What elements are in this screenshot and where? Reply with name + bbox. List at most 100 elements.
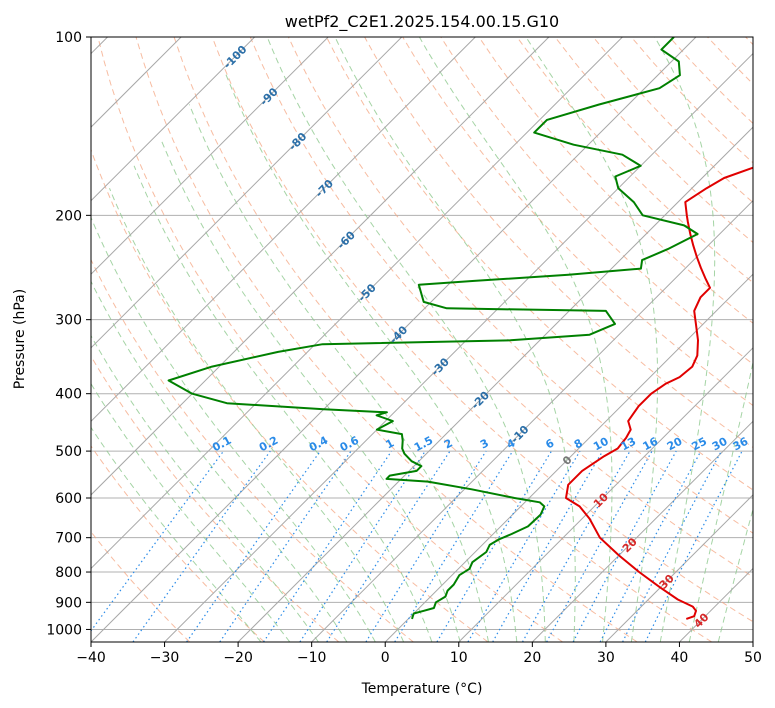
dry-adiabat bbox=[287, 37, 753, 534]
isotherm-line bbox=[679, 567, 753, 642]
dry-adiabat bbox=[91, 355, 340, 642]
x-tick-label: 10 bbox=[450, 650, 468, 666]
isotherm-line bbox=[91, 37, 403, 349]
dry-adiabat bbox=[135, 37, 638, 642]
moist-adiabat bbox=[525, 37, 659, 642]
x-tick-label: 30 bbox=[597, 650, 615, 666]
isotherm-line bbox=[458, 347, 753, 642]
isotherm-line bbox=[752, 641, 753, 642]
chart-title: wetPf2_C2E1.2025.154.00.15.G10 bbox=[285, 12, 559, 32]
mixing-ratio-label: 25 bbox=[689, 435, 709, 454]
moist-adiabat bbox=[266, 37, 546, 642]
mixing-ratio-label: 6 bbox=[543, 436, 556, 451]
x-tick-label: −10 bbox=[297, 650, 327, 666]
isotherm-label: -20 bbox=[469, 389, 492, 412]
mixing-ratio-line bbox=[326, 450, 451, 642]
moist-adiabat bbox=[91, 382, 291, 642]
moist-adiabat bbox=[109, 188, 405, 642]
x-tick-label: −40 bbox=[76, 650, 106, 666]
x-axis-label: Temperature (°C) bbox=[361, 681, 483, 697]
x-tick-label: 20 bbox=[523, 650, 541, 666]
dry-adiabat bbox=[173, 37, 713, 642]
mixing-ratio-line bbox=[572, 450, 677, 642]
moist-adiabat bbox=[688, 360, 753, 642]
mixing-ratio-line bbox=[467, 450, 581, 642]
mixing-ratio-line bbox=[299, 450, 426, 642]
in-plot-labels: 0.1 0.2 0.4 0.6 1 1.5 2 3 4 6 8 10 13 16 20 25 30 36-100-… bbox=[210, 43, 750, 631]
isotherm-label: -100 bbox=[221, 43, 250, 72]
dry-adiabat bbox=[91, 258, 414, 642]
moist-adiabat bbox=[717, 507, 753, 642]
mixing-ratio-line bbox=[394, 450, 514, 642]
mixing-ratio-label: 2 bbox=[442, 436, 455, 451]
mixing-ratio-line bbox=[365, 450, 487, 642]
mixing-ratio-line bbox=[91, 450, 224, 632]
y-tick-label: 100 bbox=[55, 30, 82, 46]
mixing-ratio-label: 10 bbox=[591, 435, 611, 454]
mixing-ratio-lines bbox=[91, 450, 743, 642]
dry-adiabats bbox=[91, 37, 753, 642]
isotherm-line bbox=[237, 126, 753, 642]
isotherm-label: -30 bbox=[429, 355, 452, 378]
y-tick-label: 700 bbox=[55, 531, 82, 547]
dry-adiabat bbox=[97, 37, 563, 642]
mixing-ratio-label: 13 bbox=[619, 435, 639, 454]
axis-ticks: −40 −30 −20 −10 0 10 20 30 40 50 100 200 300 400 500 60… bbox=[46, 30, 762, 666]
moist-adiabat bbox=[654, 37, 716, 642]
isotherm-line bbox=[91, 37, 550, 496]
temperature-profile bbox=[565, 166, 753, 620]
x-tick-label: −20 bbox=[223, 650, 253, 666]
y-tick-label: 400 bbox=[55, 387, 82, 403]
dry-adiabat bbox=[91, 445, 265, 642]
isotherm-label: -80 bbox=[286, 130, 309, 153]
x-tick-label: 40 bbox=[671, 650, 689, 666]
isotherm-line bbox=[531, 420, 753, 642]
x-tick-label: −30 bbox=[150, 650, 180, 666]
isotherm-line bbox=[91, 37, 623, 570]
isotherm-line bbox=[91, 37, 697, 642]
mixing-ratio-label: 3 bbox=[478, 436, 491, 451]
mixing-ratio-line bbox=[262, 450, 392, 642]
isotherm-line bbox=[91, 37, 256, 202]
moist-adiabat bbox=[91, 280, 348, 642]
pressure-gridlines bbox=[91, 37, 753, 630]
y-tick-label: 1000 bbox=[46, 622, 82, 638]
dewpoint-profile bbox=[167, 37, 699, 620]
dry-adiabat bbox=[440, 37, 753, 365]
isotherm-line bbox=[311, 199, 753, 642]
sounding-profiles bbox=[167, 37, 753, 620]
y-tick-label: 300 bbox=[55, 313, 82, 329]
moist-adiabat bbox=[161, 141, 461, 642]
x-tick-label: 50 bbox=[744, 650, 762, 666]
isotherm-label: 30 bbox=[657, 572, 677, 592]
isotherm-label: -70 bbox=[313, 177, 336, 200]
isotherm-line bbox=[605, 494, 753, 642]
dry-adiabat bbox=[592, 37, 753, 204]
plot-frame bbox=[90, 36, 754, 643]
dry-adiabat bbox=[326, 37, 753, 491]
y-axis-label: Pressure (hPa) bbox=[12, 289, 28, 389]
moist-adiabat bbox=[334, 37, 576, 642]
moist-adiabats bbox=[91, 37, 753, 642]
mixing-ratio-label: 36 bbox=[731, 435, 751, 454]
mixing-ratio-line bbox=[219, 450, 352, 642]
mixing-ratio-line bbox=[186, 450, 321, 642]
dry-adiabat bbox=[745, 37, 753, 46]
dry-adiabat bbox=[91, 531, 191, 642]
moist-adiabat bbox=[224, 72, 518, 642]
isotherm-line bbox=[91, 37, 476, 423]
moist-adiabat bbox=[418, 37, 613, 642]
moist-adiabat bbox=[91, 216, 376, 642]
moist-adiabat bbox=[91, 426, 262, 642]
dry-adiabat bbox=[249, 37, 753, 578]
mixing-ratio-line bbox=[599, 450, 702, 642]
mixing-ratio-line bbox=[436, 450, 553, 642]
y-tick-label: 800 bbox=[55, 565, 82, 581]
moist-adiabat bbox=[91, 334, 319, 642]
dry-adiabat bbox=[669, 37, 753, 125]
mixing-ratio-label: 30 bbox=[710, 435, 730, 454]
dry-adiabat bbox=[91, 148, 489, 642]
y-tick-label: 900 bbox=[55, 595, 82, 611]
